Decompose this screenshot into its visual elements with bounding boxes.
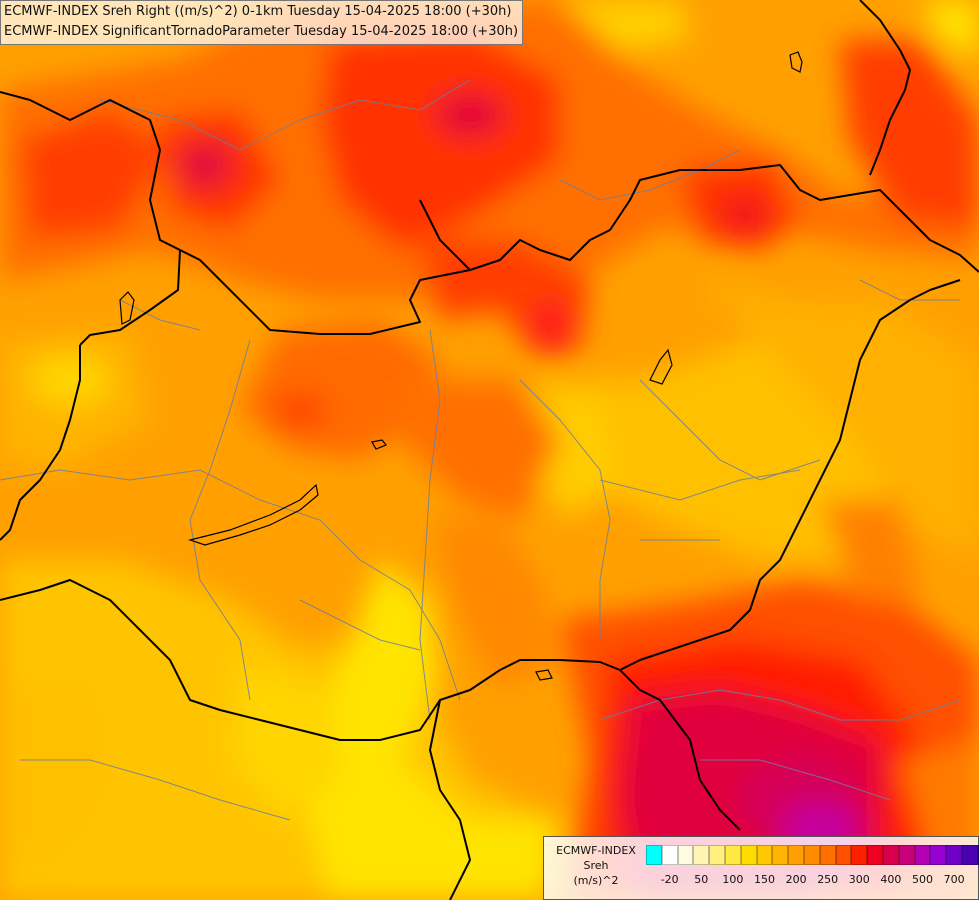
title-line-stp: ECMWF-INDEX SignificantTornadoParameter …	[4, 24, 519, 39]
legend-title-unit: (m/s)^2	[573, 874, 619, 887]
legend-swatch	[835, 845, 852, 865]
legend-swatch	[803, 845, 820, 865]
legend-swatch	[977, 845, 979, 865]
legend-tick-label: 300	[848, 873, 870, 886]
legend-tick-label: 700	[943, 873, 965, 886]
color-legend: ECMWF-INDEX Sreh (m/s)^2 -20 50 100 150 200 2…	[543, 836, 979, 900]
legend-swatch	[677, 845, 694, 865]
legend-color-scale	[646, 845, 979, 865]
legend-swatch	[882, 845, 899, 865]
lakes	[119, 51, 803, 681]
legend-title-source: ECMWF-INDEX	[556, 844, 636, 857]
legend-tick-label: 100	[722, 873, 744, 886]
legend-title-variable: Sreh	[583, 859, 609, 872]
lake-balaton	[187, 483, 319, 546]
map-title-box: ECMWF-INDEX Sreh Right ((m/s)^2) 0-1km T…	[0, 0, 524, 45]
legend-tick-label: 200	[785, 873, 807, 886]
title-line-sreh: ECMWF-INDEX Sreh Right ((m/s)^2) 0-1km T…	[4, 4, 512, 19]
legend-swatch	[788, 845, 804, 865]
legend-swatch	[819, 845, 836, 865]
legend-tick-label: 250	[817, 873, 839, 886]
legend-swatch	[851, 845, 868, 865]
legend-swatch	[914, 845, 931, 865]
legend-tick-labels: -20 50 100 150 200 250 300 400 500 700	[646, 873, 976, 889]
legend-swatch	[961, 845, 978, 865]
legend-tick-label: -20	[660, 873, 679, 886]
legend-swatch	[693, 845, 710, 865]
legend-swatch	[661, 845, 678, 865]
legend-tick-label: 150	[754, 873, 775, 886]
legend-swatch	[724, 845, 741, 865]
legend-title: ECMWF-INDEX Sreh (m/s)^2	[548, 843, 644, 888]
legend-tick-label: 50	[694, 873, 709, 886]
legend-swatch	[946, 845, 962, 865]
legend-tick-label: 500	[912, 873, 933, 886]
legend-swatch	[867, 845, 883, 865]
legend-swatch	[646, 845, 662, 865]
minor-boundaries	[0, 79, 961, 821]
legend-swatch	[772, 845, 789, 865]
legend-tick-label: 400	[880, 873, 902, 886]
legend-swatch	[756, 845, 773, 865]
legend-swatch	[930, 845, 947, 865]
legend-swatch	[898, 845, 915, 865]
legend-swatch	[740, 845, 757, 865]
legend-swatch	[709, 845, 725, 865]
